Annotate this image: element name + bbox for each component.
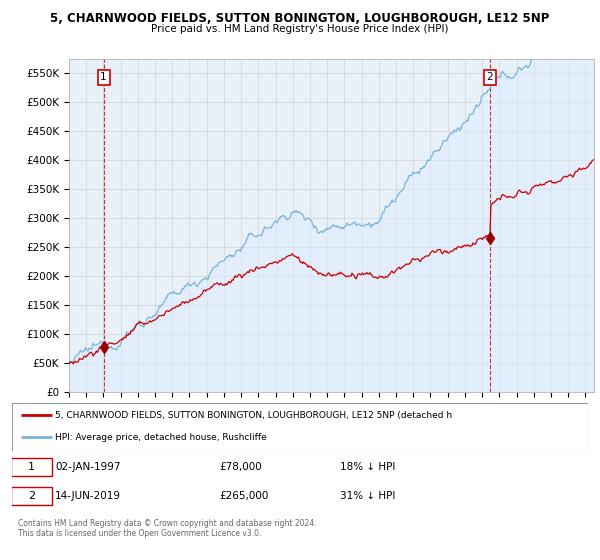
- Text: 1: 1: [100, 72, 107, 82]
- Text: Price paid vs. HM Land Registry's House Price Index (HPI): Price paid vs. HM Land Registry's House …: [151, 24, 449, 34]
- Text: 2: 2: [487, 72, 493, 82]
- Text: 5, CHARNWOOD FIELDS, SUTTON BONINGTON, LOUGHBOROUGH, LE12 5NP: 5, CHARNWOOD FIELDS, SUTTON BONINGTON, L…: [50, 12, 550, 25]
- Text: £265,000: £265,000: [220, 491, 269, 501]
- Text: 02-JAN-1997: 02-JAN-1997: [55, 463, 121, 473]
- Text: HPI: Average price, detached house, Rushcliffe: HPI: Average price, detached house, Rush…: [55, 433, 267, 442]
- Text: 1: 1: [28, 463, 35, 473]
- Text: 5, CHARNWOOD FIELDS, SUTTON BONINGTON, LOUGHBOROUGH, LE12 5NP (detached h: 5, CHARNWOOD FIELDS, SUTTON BONINGTON, L…: [55, 410, 452, 419]
- FancyBboxPatch shape: [11, 459, 52, 477]
- Text: 31% ↓ HPI: 31% ↓ HPI: [340, 491, 395, 501]
- Text: Contains HM Land Registry data © Crown copyright and database right 2024.
This d: Contains HM Land Registry data © Crown c…: [18, 519, 316, 538]
- Text: 14-JUN-2019: 14-JUN-2019: [55, 491, 121, 501]
- FancyBboxPatch shape: [11, 487, 52, 505]
- FancyBboxPatch shape: [12, 403, 588, 451]
- Text: £78,000: £78,000: [220, 463, 262, 473]
- Text: 18% ↓ HPI: 18% ↓ HPI: [340, 463, 395, 473]
- Text: 2: 2: [28, 491, 35, 501]
